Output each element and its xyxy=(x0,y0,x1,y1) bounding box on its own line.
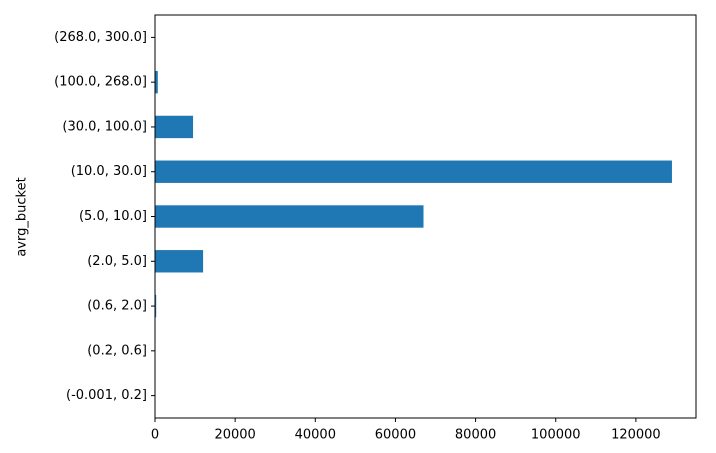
x-tick-label: 120000 xyxy=(611,428,661,443)
x-tick-label: 40000 xyxy=(295,428,336,443)
bar xyxy=(155,161,672,183)
y-tick-label: (268.0, 300.0] xyxy=(54,30,147,45)
bar xyxy=(155,116,193,138)
y-tick-label: (5.0, 10.0] xyxy=(79,209,147,224)
y-tick-label: (0.6, 2.0] xyxy=(87,299,147,314)
y-tick-label: (10.0, 30.0] xyxy=(71,164,147,179)
x-tick-label: 80000 xyxy=(455,428,496,443)
y-tick-label: (2.0, 5.0] xyxy=(87,254,147,269)
x-tick-label: 100000 xyxy=(531,428,581,443)
x-tick-label: 20000 xyxy=(214,428,255,443)
y-axis-label: avrg_bucket xyxy=(15,177,30,256)
x-tick-label: 60000 xyxy=(375,428,416,443)
y-tick-label: (-0.001, 0.2] xyxy=(66,388,147,403)
bar xyxy=(155,205,423,227)
y-tick-label: (0.2, 0.6] xyxy=(87,343,147,358)
bar xyxy=(155,250,203,272)
y-tick-label: (100.0, 268.0] xyxy=(54,75,147,90)
x-tick-label: 0 xyxy=(151,428,159,443)
y-tick-label: (30.0, 100.0] xyxy=(62,119,147,134)
